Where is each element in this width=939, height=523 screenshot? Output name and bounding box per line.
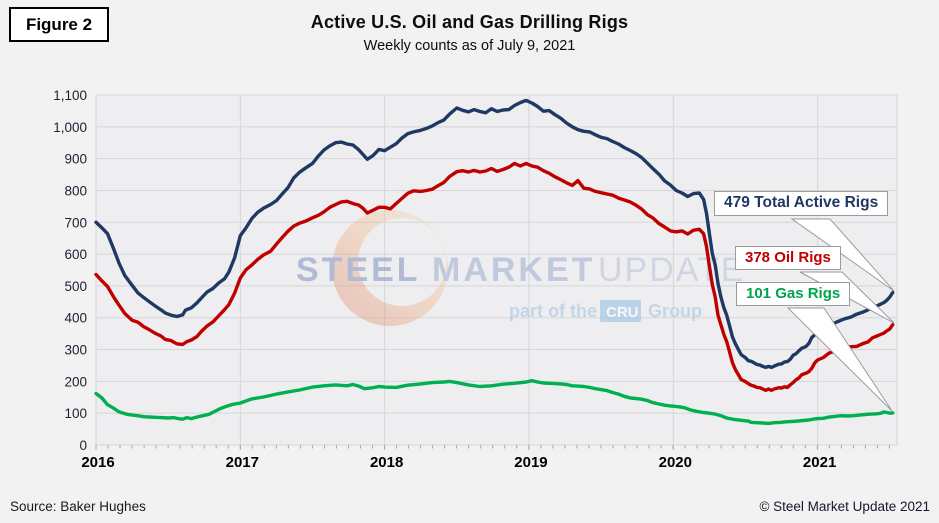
watermark-word-steel: STEEL xyxy=(296,251,421,289)
cru-logo-box xyxy=(600,300,641,322)
y-axis-label: 600 xyxy=(64,247,87,262)
callout-total-active-rigs: 479 Total Active Rigs xyxy=(714,191,889,216)
x-axis-label: 2018 xyxy=(370,454,403,471)
y-axis-label: 300 xyxy=(64,343,87,358)
smu-crescent-logo xyxy=(332,210,449,326)
copyright-notice: © Steel Market Update 2021 xyxy=(759,499,930,514)
watermark-steel-market-update: STEEL MARKET UPDATE part of the CRU Grou… xyxy=(296,210,745,326)
cru-logo-text: CRU xyxy=(606,304,639,321)
chart-subtitle: Weekly counts as of July 9, 2021 xyxy=(363,38,576,54)
callout-tail-total xyxy=(790,218,895,292)
total-active-rigs-line xyxy=(94,98,895,370)
oil-rigs-line xyxy=(94,161,895,392)
y-axis-label: 800 xyxy=(64,183,87,198)
x-axis-label: 2016 xyxy=(81,454,114,471)
y-axis-label: 0 xyxy=(79,438,87,453)
gas-rigs-line xyxy=(94,379,895,426)
watermark-word-market: MARKET xyxy=(432,251,595,289)
x-axis-label: 2021 xyxy=(803,454,836,471)
figure-label: Figure 2 xyxy=(9,7,109,42)
y-axis-label: 1,000 xyxy=(53,120,87,135)
y-axis-label: 500 xyxy=(64,279,87,294)
callout-oil-label: 378 Oil Rigs xyxy=(745,249,831,266)
chart-title: Active U.S. Oil and Gas Drilling Rigs xyxy=(310,12,629,32)
watermark-tagline-suffix: Group xyxy=(648,301,702,321)
y-axis-label: 100 xyxy=(64,406,87,421)
callout-oil-rigs: 378 Oil Rigs xyxy=(735,246,841,270)
callout-total-label: 479 Total Active Rigs xyxy=(724,194,879,211)
callout-gas-label: 101 Gas Rigs xyxy=(746,285,841,302)
callout-gas-rigs: 101 Gas Rigs xyxy=(736,282,851,306)
callout-tail-gas xyxy=(786,307,893,412)
y-axis-label: 900 xyxy=(64,152,87,167)
x-axis-label: 2020 xyxy=(659,454,692,471)
y-axis-label: 700 xyxy=(64,215,87,230)
watermark-word-update: UPDATE xyxy=(598,251,745,289)
y-axis-label: 200 xyxy=(64,374,87,389)
watermark-tagline-prefix: part of the xyxy=(509,301,597,321)
x-axis-label: 2019 xyxy=(514,454,547,471)
source-credit: Source: Baker Hughes xyxy=(10,499,146,514)
x-axis-label: 2017 xyxy=(226,454,259,471)
y-axis-label: 400 xyxy=(64,311,87,326)
series-layer xyxy=(94,98,895,426)
y-axis-label: 1,100 xyxy=(53,88,87,103)
